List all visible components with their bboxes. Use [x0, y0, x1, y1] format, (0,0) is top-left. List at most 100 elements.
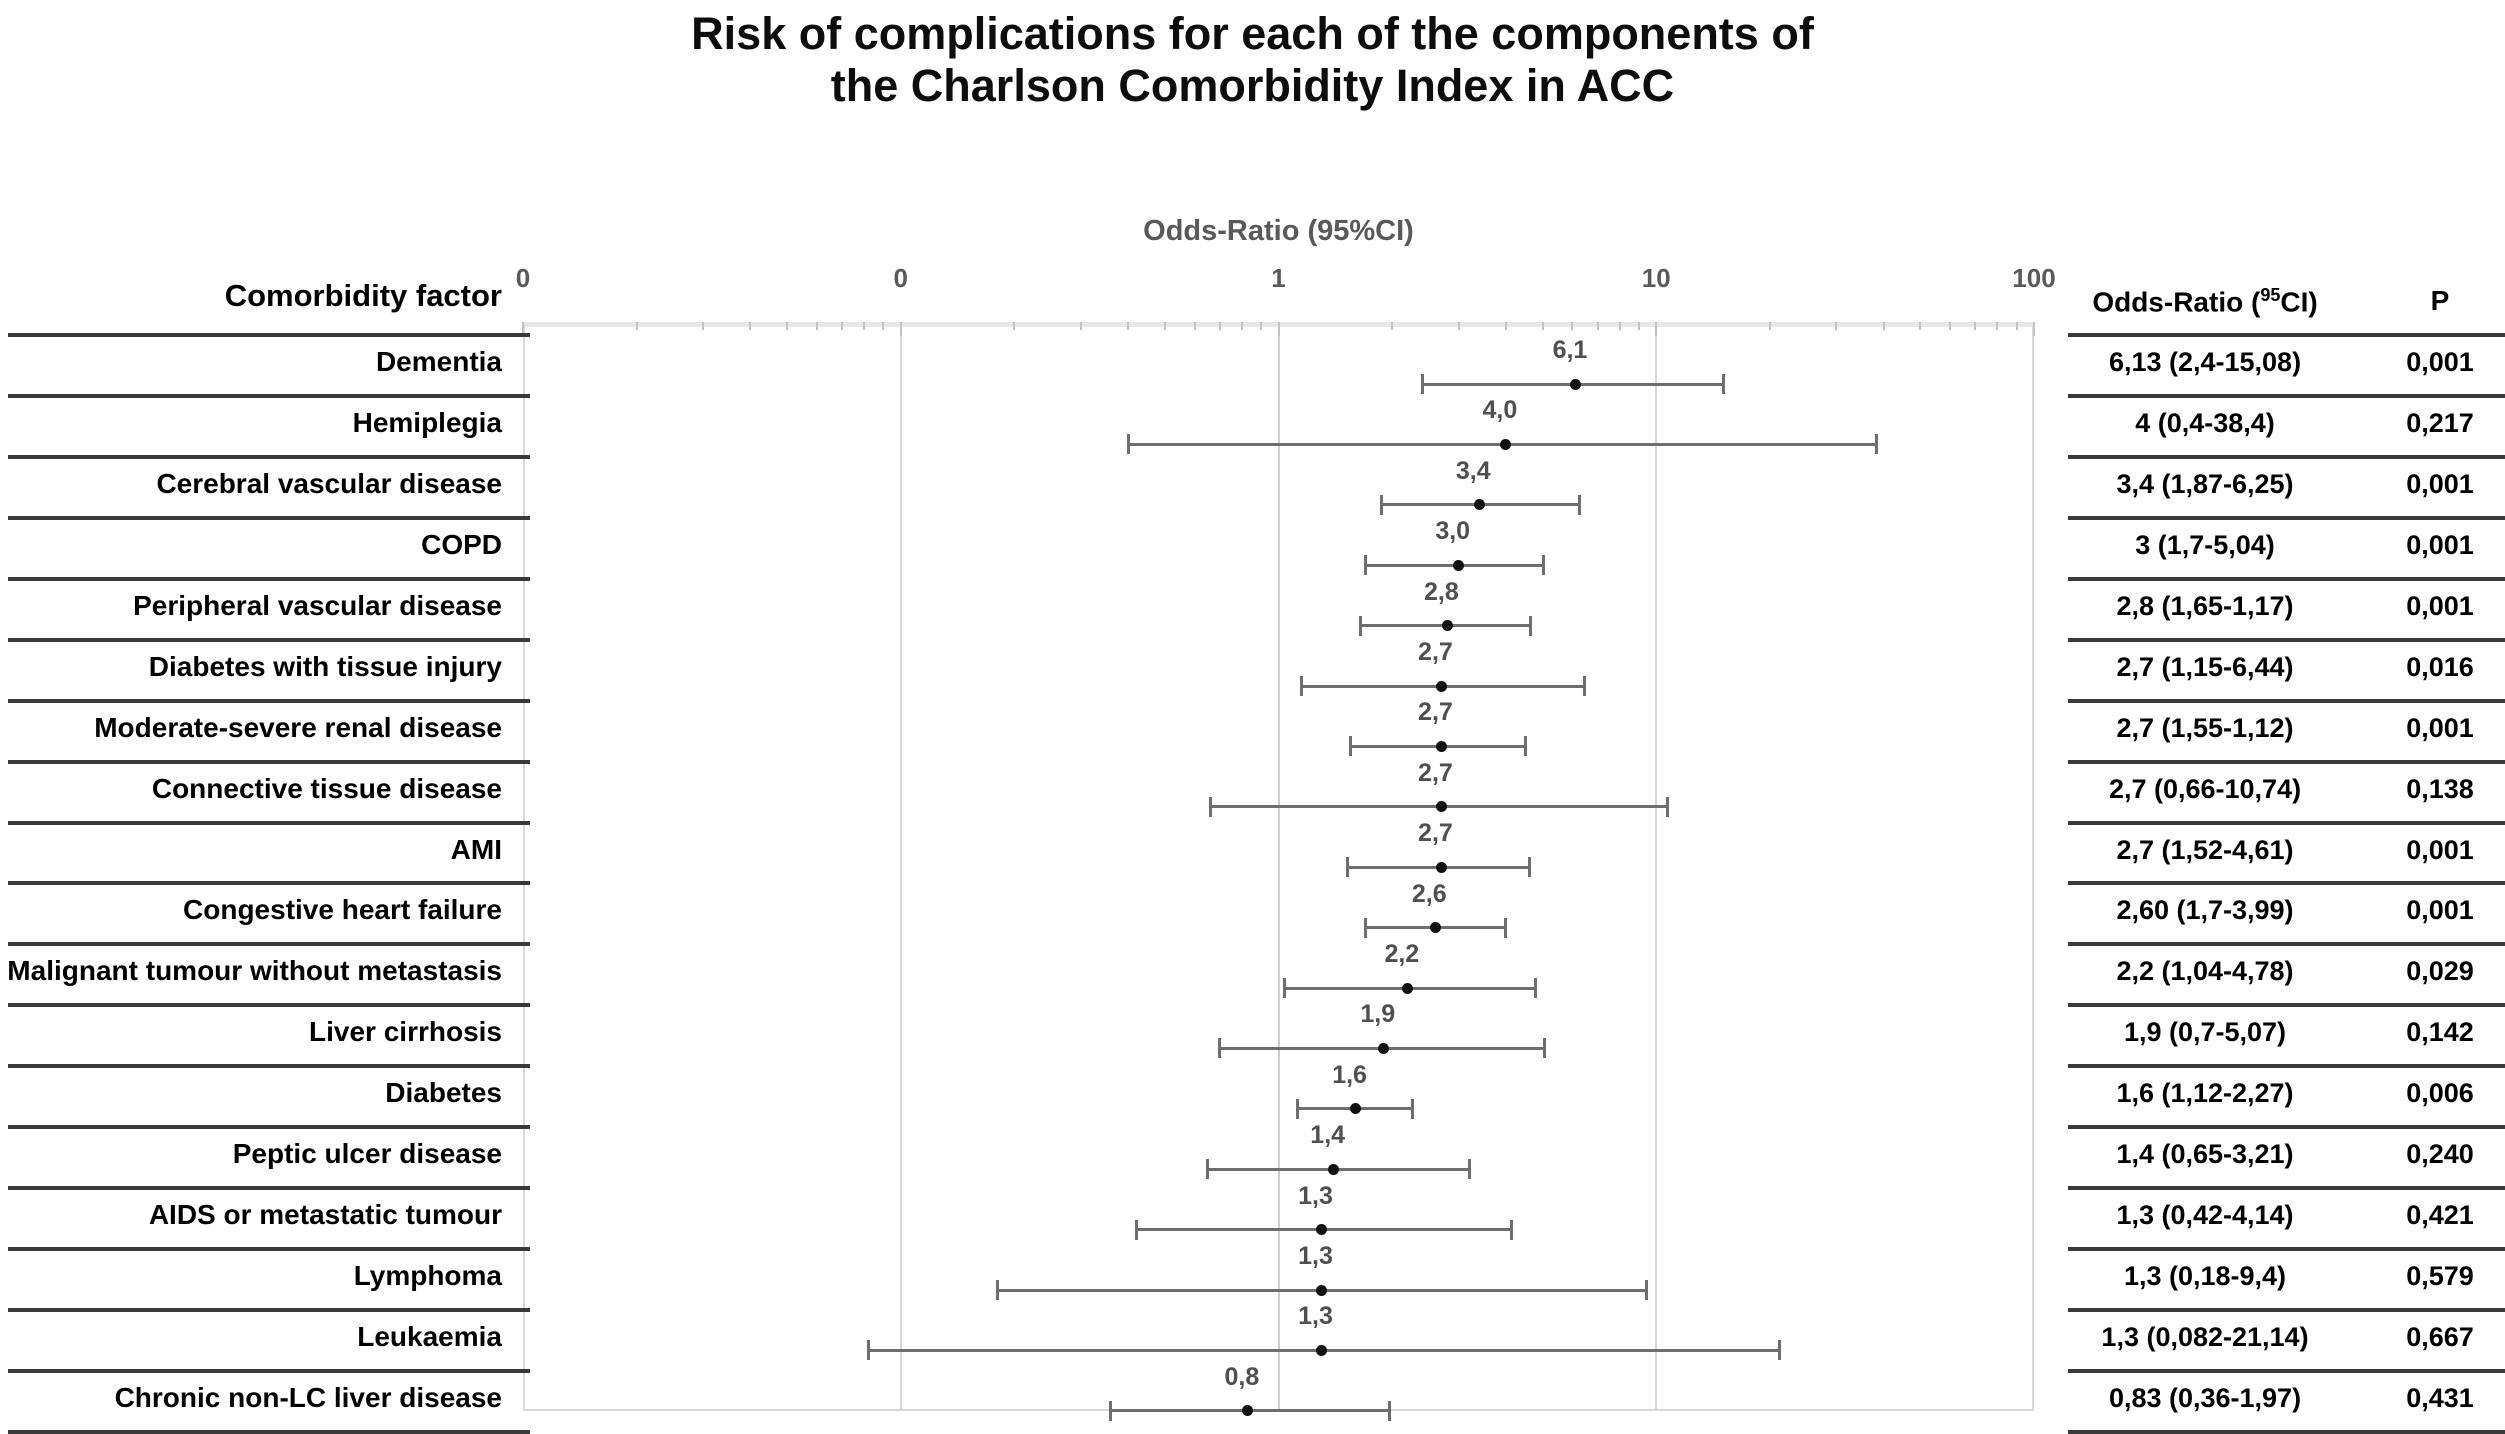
row-separator-right	[2068, 881, 2505, 885]
point-marker	[1570, 378, 1582, 390]
gridline	[899, 322, 902, 1411]
ci-cap-right	[1468, 1159, 1472, 1180]
row-separator-right	[2068, 638, 2505, 642]
or-ci-cell: 0,83 (0,36-1,97)	[2108, 1382, 2302, 1413]
gridline	[1655, 322, 1658, 1411]
or-ci-cell: 1,3 (0,42-4,14)	[2116, 1200, 2294, 1231]
point-marker	[1453, 559, 1465, 571]
x-axis-minor-tick	[1457, 322, 1460, 330]
factor-label: COPD	[421, 528, 502, 560]
x-axis-minor-tick	[1193, 322, 1196, 330]
row-separator-left	[8, 1430, 530, 1434]
row-separator-right	[2068, 1003, 2505, 1007]
chart-title-line2: the Charlson Comorbidity Index in ACC	[830, 60, 1675, 111]
x-axis-minor-tick	[1596, 322, 1599, 330]
factor-label: Peptic ulcer disease	[232, 1138, 502, 1170]
p-value-cell: 0,001	[2406, 712, 2474, 743]
x-axis-minor-tick	[1996, 322, 1999, 330]
or-ci-cell: 2,7 (1,15-6,44)	[2116, 651, 2294, 682]
ci-cap-left	[1208, 796, 1212, 817]
left-column-header: Comorbidity factor	[224, 278, 502, 313]
x-axis-tick-label: 100	[2012, 263, 2056, 293]
x-axis-minor-tick	[863, 322, 866, 330]
row-separator-right	[2068, 699, 2505, 703]
x-axis-minor-tick	[1504, 322, 1507, 330]
point-value-label: 2,2	[1384, 940, 1420, 968]
x-axis-minor-tick	[1882, 322, 1885, 330]
point-value-label: 2,8	[1424, 577, 1459, 606]
chart-title: Risk of complications for each of the co…	[0, 8, 2505, 112]
x-axis-minor-tick	[1919, 322, 1922, 330]
x-axis-minor-tick	[1618, 322, 1621, 330]
point-value-label: 1,3	[1298, 1181, 1333, 1210]
p-value-cell: 0,217	[2406, 407, 2474, 438]
row-separator-left	[8, 638, 530, 642]
row-separator-left	[8, 1369, 530, 1373]
p-value-cell: 0,138	[2406, 773, 2474, 804]
row-separator-left	[8, 1003, 530, 1007]
point-value-label: 1,6	[1332, 1060, 1367, 1089]
ci-cap-right	[1523, 736, 1527, 757]
factor-label: AIDS or metastatic tumour	[148, 1199, 502, 1231]
p-value-cell: 0,001	[2406, 529, 2474, 560]
row-separator-left	[8, 333, 530, 337]
ci-cap-left	[1206, 1159, 1210, 1180]
x-axis-minor-tick	[1260, 322, 1263, 330]
or-ci-cell: 2,8 (1,65-1,17)	[2116, 590, 2294, 621]
factor-label: Moderate-severe renal disease	[94, 711, 502, 743]
ci-cap-right	[1411, 1098, 1415, 1119]
point-value-label: 0,8	[1224, 1362, 1260, 1391]
ci-cap-left	[866, 1340, 870, 1361]
p-value-cell: 0,421	[2406, 1200, 2474, 1231]
x-axis-minor-tick	[1013, 322, 1016, 330]
point-value-label: 1,9	[1360, 1000, 1396, 1029]
or-ci-cell: 1,4 (0,65-3,21)	[2116, 1139, 2294, 1170]
gridline	[1277, 322, 1280, 1411]
point-marker	[1500, 438, 1512, 450]
row-separator-right	[2068, 942, 2505, 946]
x-axis-major-tick	[2033, 322, 2035, 336]
x-axis-tick-label: 1	[1271, 263, 1286, 293]
ci-cap-right	[1644, 1280, 1648, 1300]
row-separator-left	[8, 577, 530, 581]
p-value-cell: 0,431	[2406, 1382, 2474, 1413]
ci-cap-left	[1295, 1098, 1299, 1119]
ci-cap-right	[1504, 917, 1508, 938]
row-separator-right	[2068, 1430, 2505, 1434]
or-ci-cell: 2,7 (1,52-4,61)	[2116, 834, 2294, 865]
x-axis-minor-tick	[1637, 322, 1640, 330]
x-axis-minor-tick	[1240, 322, 1243, 330]
x-axis-major-tick	[1655, 322, 1658, 336]
point-value-label: 2,7	[1418, 819, 1453, 848]
point-marker	[1435, 861, 1447, 873]
p-value-cell: 0,029	[2406, 956, 2474, 987]
point-marker	[1350, 1103, 1362, 1115]
factor-label: Congestive heart failure	[183, 894, 502, 926]
point-value-label: 1,3	[1298, 1242, 1333, 1270]
ci-cap-right	[1542, 555, 1546, 576]
p-value-cell: 0,001	[2406, 468, 2474, 499]
ci-cap-right	[1582, 676, 1586, 696]
row-separator-right	[2068, 455, 2505, 459]
x-axis-tick-label: 0	[893, 263, 908, 293]
point-marker	[1316, 1284, 1328, 1296]
row-separator-left	[8, 1308, 530, 1312]
ci-cap-left	[1345, 857, 1349, 878]
point-value-label: 3,4	[1455, 456, 1491, 485]
x-axis-minor-tick	[786, 322, 789, 330]
or-ci-cell: 6,13 (2,4-15,08)	[2108, 347, 2302, 377]
or-ci-cell: 2,2 (1,04-4,78)	[2116, 956, 2294, 987]
row-separator-left	[8, 516, 530, 520]
row-separator-right	[2068, 1308, 2505, 1312]
row-separator-left	[8, 1125, 530, 1129]
ci-cap-left	[1218, 1038, 1222, 1059]
ci-cap-left	[1134, 1219, 1138, 1240]
ci-cap-left	[1364, 917, 1368, 938]
or-ci-cell: 1,3 (0,082-21,14)	[2101, 1322, 2309, 1353]
row-separator-left	[8, 881, 530, 885]
point-marker	[1328, 1163, 1340, 1175]
or-ci-cell: 2,7 (0,66-10,74)	[2108, 773, 2302, 804]
x-axis-minor-tick	[882, 322, 885, 330]
factor-label: Chronic non-LC liver disease	[114, 1381, 502, 1413]
x-axis-minor-tick	[815, 322, 818, 330]
